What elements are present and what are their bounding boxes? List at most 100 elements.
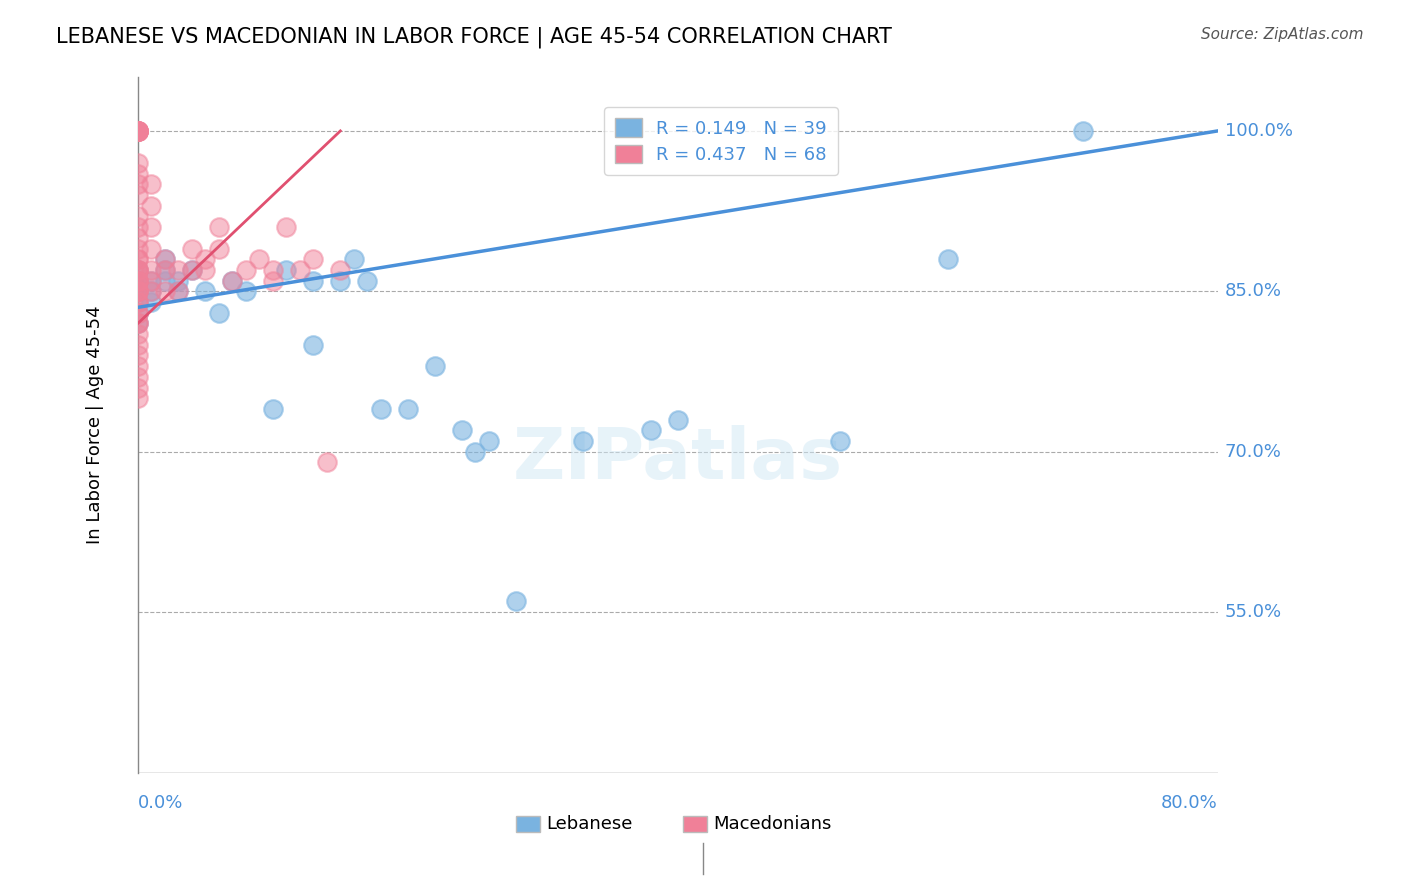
Point — [208, 242, 231, 256]
Point — [276, 220, 298, 235]
Point — [127, 156, 149, 170]
Point — [194, 285, 217, 299]
Point — [127, 285, 149, 299]
Point — [127, 327, 149, 342]
Point — [153, 274, 176, 288]
Text: 80.0%: 80.0% — [1161, 794, 1218, 812]
Point — [153, 252, 176, 267]
Point — [167, 274, 190, 288]
Point — [153, 263, 176, 277]
Text: Lebanese: Lebanese — [546, 815, 633, 833]
Point — [141, 285, 163, 299]
Point — [235, 263, 257, 277]
Text: 100.0%: 100.0% — [1225, 122, 1292, 140]
Point — [262, 401, 284, 416]
Point — [127, 349, 149, 363]
Point — [329, 263, 352, 277]
Point — [505, 594, 527, 608]
Point — [127, 167, 149, 181]
Point — [828, 434, 851, 448]
Point — [127, 285, 149, 299]
Text: 70.0%: 70.0% — [1225, 442, 1281, 461]
Point — [221, 274, 243, 288]
Point — [208, 306, 231, 320]
Point — [478, 434, 501, 448]
Text: LEBANESE VS MACEDONIAN IN LABOR FORCE | AGE 45-54 CORRELATION CHART: LEBANESE VS MACEDONIAN IN LABOR FORCE | … — [56, 27, 893, 48]
Point — [302, 338, 325, 352]
Point — [127, 178, 149, 192]
Point — [343, 252, 366, 267]
Text: ZIPatlas: ZIPatlas — [513, 425, 842, 494]
Point — [666, 412, 689, 426]
Point — [936, 252, 959, 267]
Point — [127, 252, 149, 267]
Point — [127, 295, 149, 310]
Point — [235, 285, 257, 299]
Point — [127, 124, 149, 138]
Point — [208, 220, 231, 235]
Point — [127, 263, 149, 277]
Point — [127, 306, 149, 320]
Point — [315, 455, 337, 469]
Point — [180, 242, 202, 256]
Point — [167, 285, 190, 299]
Point — [180, 263, 202, 277]
Point — [464, 444, 486, 458]
Point — [262, 274, 284, 288]
Point — [127, 285, 149, 299]
Point — [127, 359, 149, 374]
Point — [194, 252, 217, 267]
Point — [141, 199, 163, 213]
Point — [153, 263, 176, 277]
Point — [127, 263, 149, 277]
FancyBboxPatch shape — [516, 816, 540, 831]
Point — [127, 285, 149, 299]
Point — [127, 295, 149, 310]
Point — [127, 295, 149, 310]
Point — [221, 274, 243, 288]
Point — [180, 263, 202, 277]
Point — [141, 295, 163, 310]
Point — [247, 252, 270, 267]
Point — [127, 231, 149, 245]
Point — [127, 124, 149, 138]
Point — [141, 263, 163, 277]
FancyBboxPatch shape — [683, 816, 707, 831]
Point — [167, 263, 190, 277]
Point — [153, 285, 176, 299]
Point — [127, 263, 149, 277]
Point — [127, 381, 149, 395]
Point — [370, 401, 392, 416]
Point — [127, 317, 149, 331]
Point — [572, 434, 595, 448]
Point — [1071, 124, 1094, 138]
Text: Macedonians: Macedonians — [713, 815, 832, 833]
Point — [127, 188, 149, 202]
Point — [127, 124, 149, 138]
Text: 55.0%: 55.0% — [1225, 603, 1282, 621]
Point — [329, 274, 352, 288]
Point — [153, 252, 176, 267]
Point — [276, 263, 298, 277]
Point — [127, 220, 149, 235]
Point — [127, 306, 149, 320]
Text: 85.0%: 85.0% — [1225, 283, 1281, 301]
Point — [127, 274, 149, 288]
Point — [127, 274, 149, 288]
Point — [262, 263, 284, 277]
Text: In Labor Force | Age 45-54: In Labor Force | Age 45-54 — [86, 306, 104, 544]
Legend: R = 0.149   N = 39, R = 0.437   N = 68: R = 0.149 N = 39, R = 0.437 N = 68 — [605, 107, 838, 175]
Point — [127, 263, 149, 277]
Point — [141, 242, 163, 256]
Point — [167, 285, 190, 299]
Text: Source: ZipAtlas.com: Source: ZipAtlas.com — [1201, 27, 1364, 42]
Point — [141, 285, 163, 299]
Point — [302, 274, 325, 288]
Point — [127, 338, 149, 352]
Point — [127, 317, 149, 331]
Point — [127, 242, 149, 256]
Point — [127, 124, 149, 138]
Point — [127, 124, 149, 138]
Text: 0.0%: 0.0% — [138, 794, 183, 812]
Point — [141, 274, 163, 288]
